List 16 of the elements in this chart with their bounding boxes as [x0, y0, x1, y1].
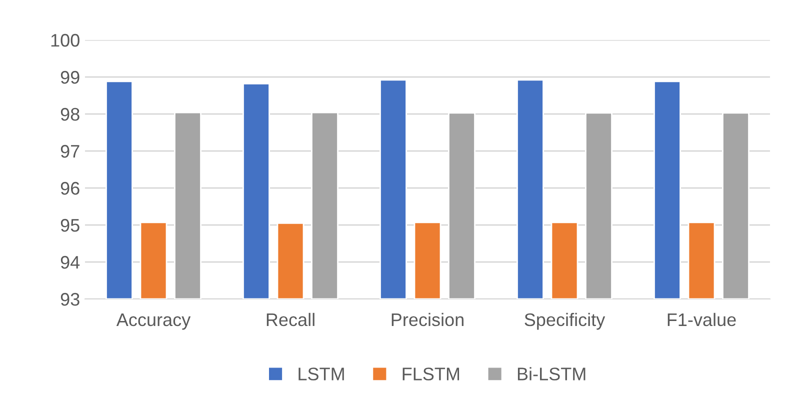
x-tick-label: F1-value [668, 312, 736, 326]
x-tick-label: Recall [266, 312, 314, 326]
y-tick-label: 100 [51, 34, 80, 47]
y-tick-label: 96 [60, 182, 80, 195]
y-tick-label: 98 [60, 108, 80, 121]
x-tick-label: Specificity [524, 312, 606, 330]
y-tick-label: 94 [60, 256, 80, 269]
x-tick-label: Precision [392, 312, 464, 326]
y-tick-label: 97 [60, 144, 80, 158]
y-tick-label: 95 [60, 218, 80, 232]
legend-label: FLSTM [402, 368, 460, 380]
legend-label: Bi-LSTM [518, 367, 586, 380]
legend-label: LSTM [298, 368, 344, 380]
x-tick-label: Accuracy [116, 314, 191, 330]
y-tick-label: 99 [60, 70, 80, 84]
y-tick-label: 93 [60, 292, 80, 306]
